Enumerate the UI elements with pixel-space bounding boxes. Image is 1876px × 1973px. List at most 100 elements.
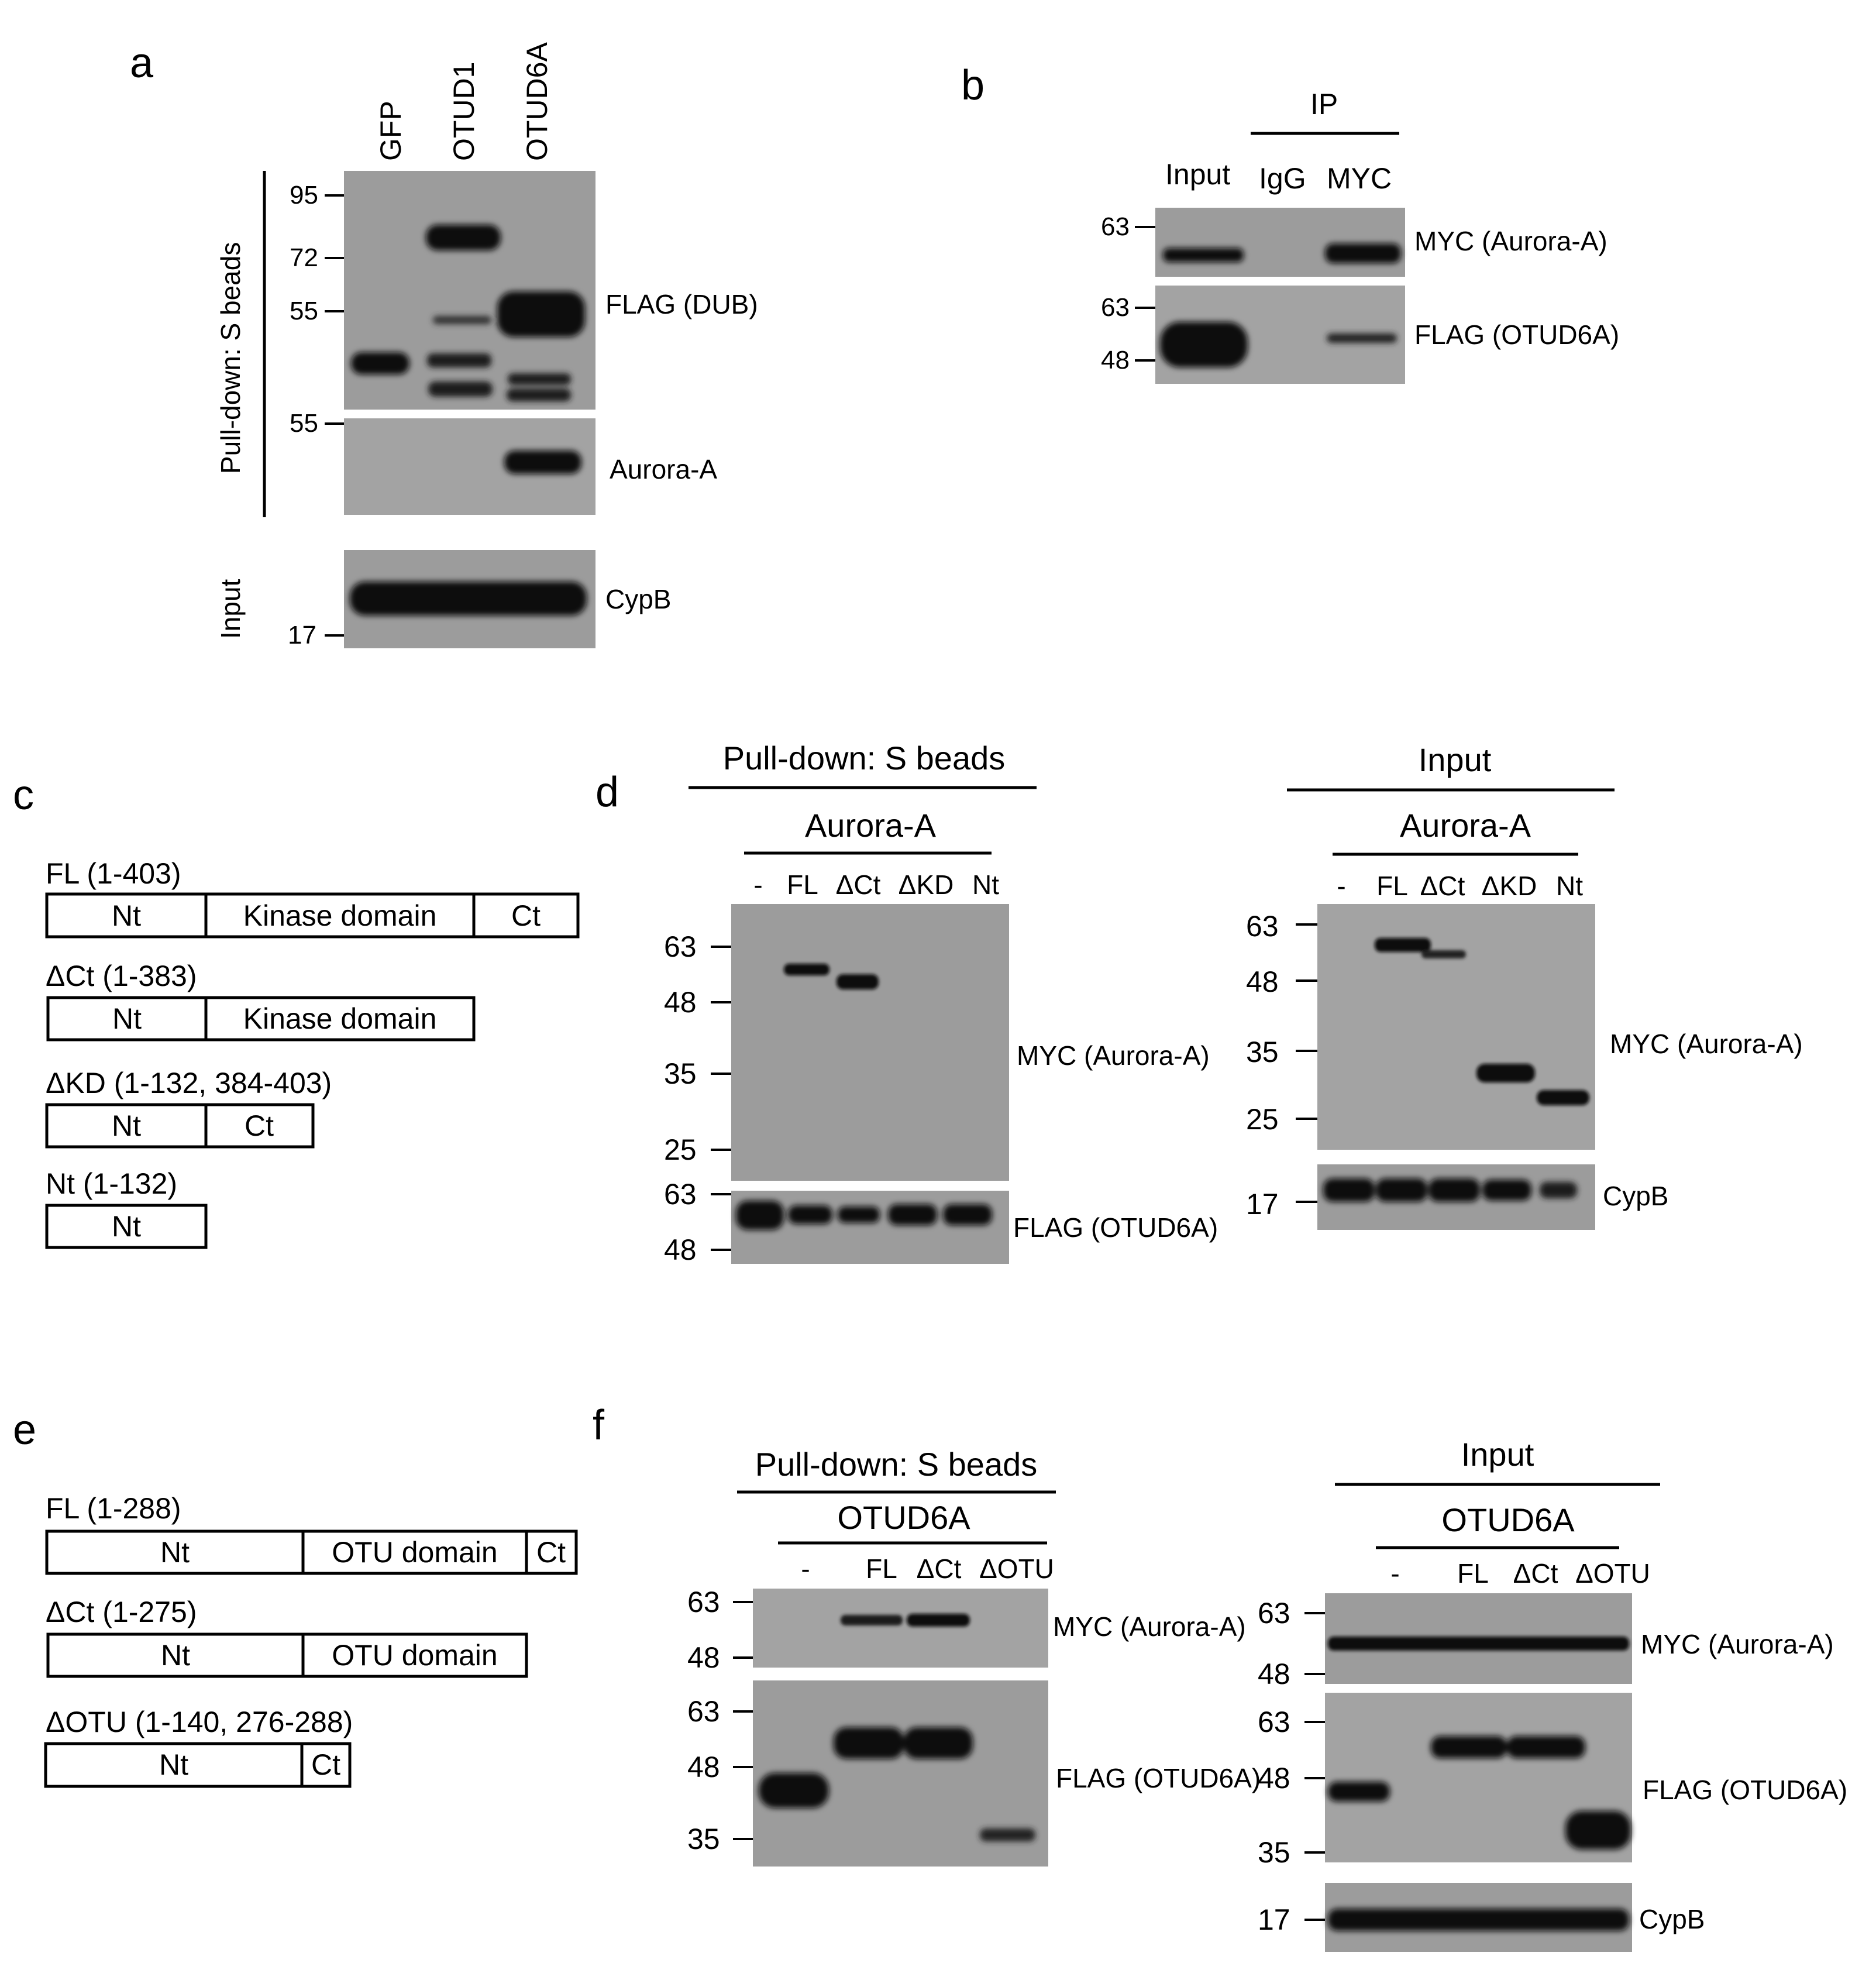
segment-box xyxy=(45,1103,208,1149)
panel-label-b: b xyxy=(961,62,985,109)
mw-25: 25 xyxy=(1246,1103,1279,1136)
panel-f: f Pull-down: S beads OTUD6A - FL ΔCt ΔOT… xyxy=(593,1402,1847,1952)
segment-box xyxy=(204,892,476,939)
lane-label: ΔOTU xyxy=(979,1553,1054,1584)
subheader: OTUD6A xyxy=(1441,1501,1575,1538)
segment-label: Nt xyxy=(112,1210,141,1243)
blot-myc-pulldown xyxy=(731,904,1009,1181)
mw-48-b: 48 xyxy=(1101,346,1130,374)
header-input: Input xyxy=(1461,1436,1534,1473)
segment-label: Ct xyxy=(311,1748,340,1781)
lane-label: FL xyxy=(866,1553,897,1584)
segment-label: Nt xyxy=(112,1002,142,1035)
lane-label: ΔCt xyxy=(836,869,881,900)
panel-label-d: d xyxy=(595,769,619,816)
mw-63-mid: 63 xyxy=(1258,1706,1290,1738)
mw-17: 17 xyxy=(1258,1903,1290,1936)
blot-label-aurora-a: Aurora-A xyxy=(610,454,717,484)
mw-25: 25 xyxy=(664,1133,697,1166)
subheader: Aurora-A xyxy=(805,807,937,844)
mw-63: 63 xyxy=(1246,910,1279,943)
panel-d: d Pull-down: S beads Aurora-A - FL ΔCt Δ… xyxy=(595,740,1803,1266)
ip-label: IP xyxy=(1310,88,1338,121)
construct-name: Nt (1-132) xyxy=(46,1167,177,1200)
lane-label: ΔKD xyxy=(1482,871,1537,901)
lane-label: ΔKD xyxy=(899,869,954,900)
segment-label: Kinase domain xyxy=(243,899,437,932)
segment-label: Ct xyxy=(511,899,541,932)
pulldown-side-label: Pull-down: S beads xyxy=(215,242,246,474)
mw-55-mid: 55 xyxy=(290,409,318,438)
blot-label-myc: MYC (Aurora-A) xyxy=(1017,1040,1210,1071)
blot-myc-pulldown xyxy=(753,1589,1048,1668)
mw-35-mid: 35 xyxy=(1258,1836,1290,1869)
segment-label: Nt xyxy=(159,1748,188,1781)
mw-17: 17 xyxy=(288,621,316,649)
mw-17: 17 xyxy=(1246,1188,1279,1221)
panel-b: b IP Input IgG MYC 63 MYC (Aurora-A) 63 … xyxy=(961,62,1619,384)
lane-label: - xyxy=(801,1553,810,1584)
lane-label: FL xyxy=(1376,871,1408,901)
blot-label-myc: MYC (Aurora-A) xyxy=(1053,1611,1246,1642)
panel-label-f: f xyxy=(593,1402,605,1449)
bands-flag-otud6a xyxy=(1160,322,1397,367)
bands-aurora-a xyxy=(504,451,581,474)
mw-48-lower: 48 xyxy=(687,1751,720,1783)
lane-label-otud1: OTUD1 xyxy=(448,62,480,161)
header-pulldown: Pull-down: S beads xyxy=(755,1446,1038,1483)
lane-label-igg: IgG xyxy=(1259,162,1306,195)
lane-label: ΔCt xyxy=(917,1553,962,1584)
header-pulldown: Pull-down: S beads xyxy=(723,740,1006,776)
segment-box xyxy=(525,1529,578,1575)
bands-cypb-input xyxy=(1323,1178,1577,1202)
segment-label: Nt xyxy=(112,899,141,932)
lane-label: - xyxy=(1337,871,1345,901)
lane-label: Nt xyxy=(972,869,999,900)
blot-label-flag-dub: FLAG (DUB) xyxy=(605,289,758,319)
segment-label: OTU domain xyxy=(332,1639,497,1672)
lane-label: - xyxy=(1390,1558,1399,1589)
lane-label-otud6a: OTUD6A xyxy=(521,42,553,161)
blot-myc-aurora-a xyxy=(1155,208,1405,277)
lane-label: Nt xyxy=(1556,871,1583,901)
construct-name: FL (1-403) xyxy=(46,857,181,890)
mw-95: 95 xyxy=(290,181,318,209)
segment-box xyxy=(46,996,208,1042)
segment-box xyxy=(300,1742,352,1788)
segment-label: Nt xyxy=(160,1536,190,1569)
construct-name: FL (1-288) xyxy=(46,1492,181,1525)
subheader: Aurora-A xyxy=(1400,807,1531,844)
mw-48: 48 xyxy=(664,986,697,1019)
segment-label: Ct xyxy=(536,1536,566,1569)
bands-flag-pulldown xyxy=(759,1727,1035,1841)
mw-63: 63 xyxy=(1258,1597,1290,1630)
segment-label: Nt xyxy=(161,1639,190,1672)
bands-flag-dub xyxy=(351,225,585,401)
mw-48-mid: 48 xyxy=(1258,1762,1290,1795)
blot-myc-input xyxy=(1317,904,1595,1150)
construct-name: ΔCt (1-275) xyxy=(46,1596,197,1628)
lane-label: ΔCt xyxy=(1513,1558,1558,1589)
mw-35-lower: 35 xyxy=(687,1823,720,1855)
subheader: OTUD6A xyxy=(837,1499,970,1536)
blot-label-cypb: CypB xyxy=(1639,1904,1705,1934)
mw-48: 48 xyxy=(1258,1658,1290,1690)
bands-cypb-input xyxy=(1328,1909,1629,1931)
mw-63-lower: 63 xyxy=(664,1178,697,1211)
blot-label-cypb: CypB xyxy=(605,584,671,614)
blot-label-myc: MYC (Aurora-A) xyxy=(1414,226,1607,256)
segment-box xyxy=(45,1204,208,1249)
segment-box xyxy=(301,1529,528,1575)
mw-63: 63 xyxy=(687,1586,720,1618)
lane-label-input: Input xyxy=(1165,158,1230,191)
panel-label-e: e xyxy=(13,1407,36,1453)
segment-label: Ct xyxy=(245,1109,274,1142)
header-input: Input xyxy=(1419,741,1492,778)
blot-label-flag: FLAG (OTUD6A) xyxy=(1013,1212,1218,1243)
lane-label: - xyxy=(753,869,762,900)
lane-label-gfp: GFP xyxy=(374,101,407,161)
blot-label-flag: FLAG (OTUD6A) xyxy=(1643,1775,1847,1805)
mw-35: 35 xyxy=(664,1057,697,1090)
blot-label-cypb: CypB xyxy=(1603,1181,1668,1211)
